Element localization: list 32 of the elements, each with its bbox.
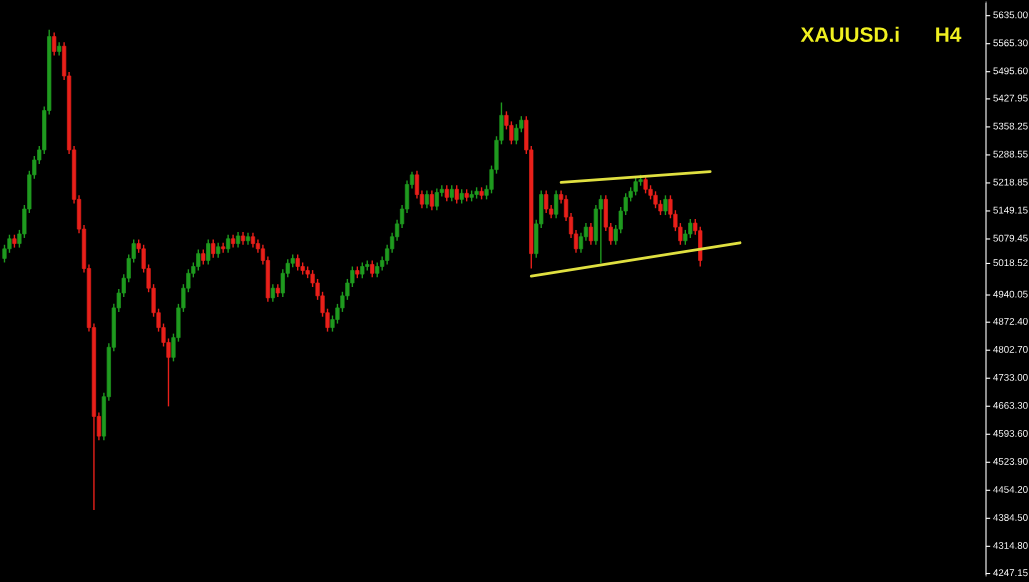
y-tick-label: 4940.05 [993, 290, 1028, 298]
candlestick [52, 31, 57, 57]
candlestick [221, 242, 226, 254]
candlestick [663, 194, 668, 216]
y-tick-label: 5079.45 [993, 234, 1028, 242]
candlestick [554, 189, 559, 219]
text: XAUUSD.i H4 [800, 26, 962, 43]
y-tick-label: 4247.15 [993, 569, 1028, 577]
y-tick-label: 4384.50 [993, 514, 1028, 521]
y-tick-label: 4802.70 [993, 345, 1028, 353]
y-tick-label: 5495.60 [993, 67, 1028, 75]
candlestick [588, 222, 593, 246]
y-tick-label: 5218.85 [993, 178, 1028, 186]
y-tick-label: 5358.25 [993, 122, 1028, 130]
y-tick-label: 5288.55 [993, 150, 1028, 158]
y-tick-label: 5635.00 [993, 11, 1028, 19]
candlestick [206, 238, 211, 266]
y-tick-label: 4663.30 [993, 401, 1028, 409]
y-tick-label: 4314.80 [993, 542, 1028, 549]
candlestick [226, 234, 231, 254]
y-tick-label: 4454.20 [993, 486, 1028, 493]
y-tick-label: 5427.95 [993, 94, 1028, 102]
y-tick-label: 4733.00 [993, 373, 1028, 381]
candlestick [454, 184, 459, 205]
y-tick-label: 4593.60 [993, 429, 1028, 437]
y-tick-label: 4872.40 [993, 317, 1028, 325]
y-tick-label: 5149.15 [993, 206, 1028, 214]
y-tick-label: 5565.30 [993, 39, 1028, 47]
y-tick-label: 4523.90 [993, 458, 1028, 465]
candlestick [429, 189, 434, 211]
y-tick-label: 5018.52 [993, 259, 1028, 267]
candlestick [211, 238, 216, 259]
